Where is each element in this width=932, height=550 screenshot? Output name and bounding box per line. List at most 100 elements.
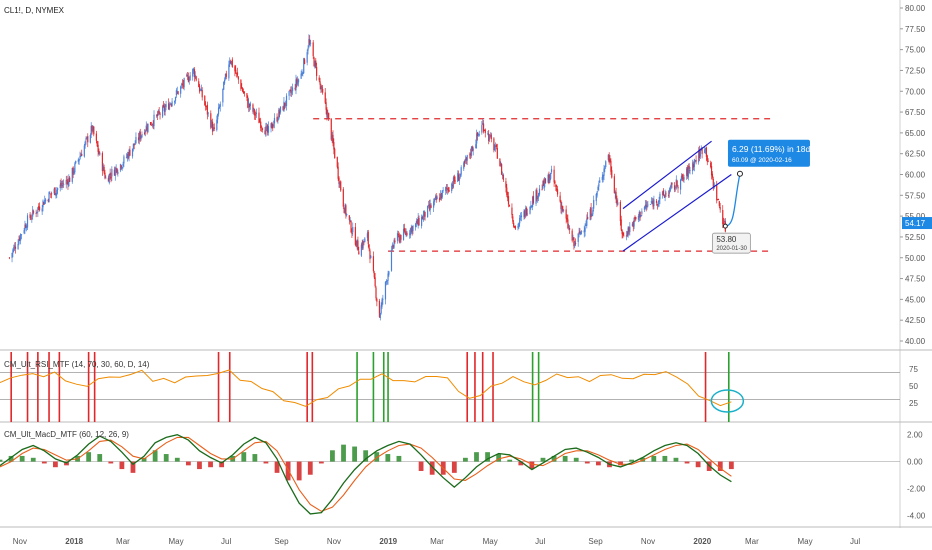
macd-hist-bar-up <box>252 454 258 462</box>
candle-body <box>219 103 221 107</box>
candle-body <box>195 76 197 81</box>
macd-tick-label: 2.00 <box>907 431 923 440</box>
candle-body <box>297 79 300 83</box>
candle-body <box>513 225 516 228</box>
candle-body <box>418 217 420 226</box>
candle-body <box>237 76 239 80</box>
candle-body <box>704 149 706 153</box>
candle-body <box>511 207 513 215</box>
candle-body <box>246 93 248 98</box>
candle-body <box>523 211 525 218</box>
candle-body <box>372 256 375 272</box>
time-axis: Nov 2018 Mar May Jul Sep Nov 2019 Mar May Jul Sep No… <box>13 537 861 546</box>
candle-body <box>119 164 122 171</box>
candle-body <box>84 141 86 146</box>
candle-body <box>625 235 627 237</box>
candle-body <box>77 159 79 162</box>
candle-body <box>542 180 544 189</box>
candle-body <box>409 228 412 236</box>
candle-body <box>388 271 390 275</box>
candle-body <box>222 88 224 103</box>
candle-body <box>316 66 318 76</box>
candle-body <box>525 207 528 216</box>
candle-body <box>405 231 407 236</box>
macd-hist-bar-up <box>86 452 92 462</box>
candle-body <box>134 144 136 145</box>
candle-body <box>327 113 329 119</box>
candle-body <box>105 177 107 179</box>
candle-body <box>114 168 116 176</box>
macd-hist-bar-up <box>485 452 490 462</box>
current-price-label: 54.17 <box>905 219 926 228</box>
candle-body <box>156 113 159 117</box>
candle-body <box>707 160 709 162</box>
time-tick-label: May <box>483 537 498 546</box>
macd-hist-bar-up <box>0 459 3 462</box>
time-tick-label: Sep <box>588 537 603 546</box>
candle-body <box>147 123 149 132</box>
candle-body <box>662 190 664 196</box>
candle-body <box>463 162 465 169</box>
candle-body <box>133 143 135 146</box>
candle-body <box>472 148 474 151</box>
candle-body <box>433 198 436 202</box>
candle-body <box>518 223 520 227</box>
candle-body <box>141 134 143 138</box>
price-tick-label: 75.00 <box>905 46 926 55</box>
price-tick-label: 50.00 <box>905 254 926 263</box>
candle-body <box>180 84 183 86</box>
candle-body <box>152 123 154 126</box>
candle-body <box>324 92 326 103</box>
price-tick-label: 47.50 <box>905 275 926 284</box>
time-tick-label: Mar <box>745 537 759 546</box>
candle-body <box>699 149 701 157</box>
candle-body <box>446 188 449 191</box>
candle-body <box>686 167 689 177</box>
candle-body <box>224 73 227 79</box>
macd-hist-bar-up <box>540 457 546 462</box>
macd-hist-bar-down <box>130 461 136 473</box>
candle-body <box>604 168 606 170</box>
candle-body <box>593 199 595 209</box>
candle-body <box>452 177 455 188</box>
candle-body <box>617 202 619 205</box>
time-tick-label: Nov <box>641 537 655 546</box>
candle-body <box>553 169 555 183</box>
candle-body <box>396 233 399 241</box>
candle-body <box>69 177 71 182</box>
candle-body <box>435 196 437 201</box>
candle-body <box>379 313 381 318</box>
candle-body <box>464 161 466 163</box>
candle-body <box>302 72 304 74</box>
candle-body <box>113 169 116 176</box>
candle-body <box>649 204 652 205</box>
candle-body <box>98 150 100 155</box>
candle-body <box>471 146 473 152</box>
candle-body <box>25 225 27 228</box>
candle-body <box>31 217 33 219</box>
candle-body <box>421 216 423 226</box>
candle-body <box>693 159 695 167</box>
candle-body <box>587 216 589 220</box>
candle-body <box>74 163 76 173</box>
candle-body <box>549 178 551 183</box>
candle-body <box>416 220 418 225</box>
candle-body <box>607 154 609 160</box>
price-tick-label: 52.50 <box>905 233 926 242</box>
candle-body <box>645 204 647 207</box>
candle-body <box>548 174 550 184</box>
candle-body <box>54 187 56 196</box>
candle-body <box>73 171 75 174</box>
projection-start-date: 2020-01-30 <box>716 246 747 252</box>
candle-body <box>264 130 266 135</box>
rsi-signal-bar-green <box>356 352 358 422</box>
candle-body <box>716 184 718 201</box>
time-tick-label: Nov <box>327 537 341 546</box>
rsi-line <box>0 369 732 407</box>
candle-body <box>465 157 467 160</box>
candle-body <box>541 189 543 191</box>
macd-panel: 2.00 0.00 -2.00 -4.00 <box>0 431 932 528</box>
candle-body <box>626 234 628 236</box>
candle-body <box>225 73 227 77</box>
candle-body <box>207 112 209 114</box>
